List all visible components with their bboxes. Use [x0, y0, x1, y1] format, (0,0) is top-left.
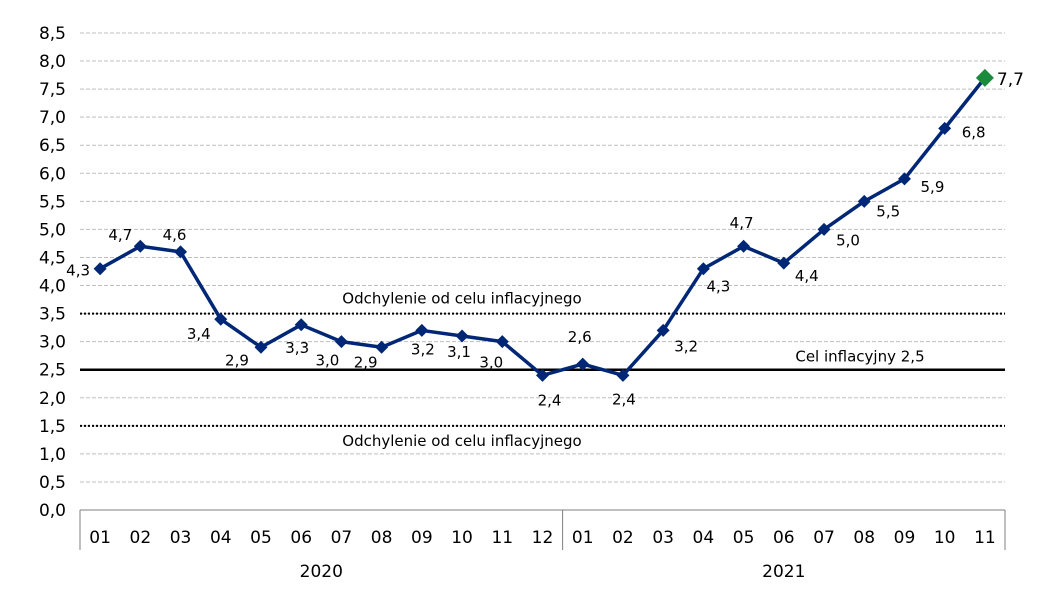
data-point	[656, 323, 670, 337]
data-label: 2,9	[354, 353, 378, 371]
y-tick-label: 3,0	[39, 333, 66, 353]
data-point	[938, 121, 952, 135]
y-tick-label: 7,0	[39, 108, 66, 128]
data-label: 4,7	[730, 214, 754, 232]
x-tick-label: 05	[250, 528, 272, 548]
x-tick-label: 12	[532, 528, 554, 548]
latest-data-point	[975, 68, 994, 87]
y-tick-label: 1,0	[39, 445, 66, 465]
series-line-path	[99, 76, 987, 378]
reference-line-label: Odchylenie od celu inflacyjnego	[342, 290, 581, 308]
data-point	[777, 256, 791, 270]
data-point	[93, 262, 107, 276]
y-tick-label: 6,5	[39, 136, 66, 156]
x-tick-label: 07	[813, 528, 835, 548]
x-tick-label: 06	[773, 528, 795, 548]
data-point	[214, 312, 228, 326]
reference-line-label: Odchylenie od celu inflacyjnego	[342, 432, 581, 450]
data-point	[455, 329, 469, 343]
data-label: 3,0	[479, 354, 503, 372]
y-tick-label: 2,0	[39, 389, 66, 409]
data-point	[415, 323, 429, 337]
x-tick-label: 03	[170, 528, 192, 548]
y-tick-label: 7,5	[39, 80, 66, 100]
data-label: 4,3	[706, 278, 730, 296]
x-tick-label: 11	[974, 528, 996, 548]
data-label: 4,4	[795, 267, 819, 285]
x-tick-label: 07	[331, 528, 353, 548]
x-tick-label: 11	[491, 528, 513, 548]
data-labels: 4,3 4,7 4,6 3,4 2,9 3,3 3,0 2,9 3,2 3,1 3,0 2,4 2,6 2…	[66, 70, 1024, 409]
y-tick-label: 0,0	[39, 501, 66, 521]
y-tick-label: 5,0	[39, 220, 66, 240]
y-tick-label: 4,5	[39, 248, 66, 268]
y-tick-label: 8,0	[39, 52, 66, 72]
data-label: 3,4	[187, 325, 211, 343]
data-point	[254, 340, 268, 354]
x-group-label: 2021	[762, 562, 805, 582]
data-label: 4,3	[66, 262, 90, 280]
data-label: 2,6	[568, 328, 592, 346]
x-tick-label: 01	[89, 528, 111, 548]
data-point	[576, 357, 590, 371]
y-tick-label: 0,5	[39, 473, 66, 493]
data-point	[696, 262, 710, 276]
y-tick-label: 4,0	[39, 277, 66, 297]
data-label: 2,4	[538, 391, 562, 409]
y-tick-label: 6,0	[39, 164, 66, 184]
data-label: 5,9	[921, 178, 945, 196]
axes: 0,0 0,5 1,0 1,5 2,0 2,5 3,0 3,5 4,0 4,5 5,0 5,5 6,0 6…	[39, 24, 1006, 582]
data-label: 2,4	[612, 390, 636, 408]
y-tick-label: 3,5	[39, 305, 66, 325]
data-label: 7,7	[997, 70, 1024, 90]
gridlines	[80, 32, 1005, 483]
reference-line-label: Cel inflacyjny 2,5	[795, 348, 924, 366]
x-tick-label: 10	[934, 528, 956, 548]
data-point	[375, 340, 389, 354]
x-tick-label: 10	[451, 528, 473, 548]
data-point	[334, 335, 348, 349]
data-label: 3,1	[447, 343, 471, 361]
data-label: 5,5	[876, 202, 900, 220]
x-tick-label: 09	[411, 528, 433, 548]
x-tick-label: 02	[612, 528, 634, 548]
y-tick-label: 2,5	[39, 361, 66, 381]
y-tick-label: 1,5	[39, 417, 66, 437]
x-tick-label: 02	[130, 528, 152, 548]
data-point	[616, 368, 630, 382]
data-point	[294, 318, 308, 332]
series-line	[93, 68, 994, 382]
y-tick-label: 5,5	[39, 192, 66, 212]
x-tick-label: 05	[733, 528, 755, 548]
data-point	[857, 194, 871, 208]
data-label: 3,2	[411, 340, 435, 358]
data-point	[817, 222, 831, 236]
data-label: 4,7	[108, 226, 132, 244]
data-label: 2,9	[225, 351, 249, 369]
y-tick-label: 8,5	[39, 24, 66, 44]
x-tick-label: 09	[894, 528, 916, 548]
x-tick-label: 03	[652, 528, 674, 548]
x-tick-label: 08	[371, 528, 393, 548]
x-tick-label: 01	[572, 528, 594, 548]
data-label: 4,6	[163, 226, 187, 244]
x-tick-label: 08	[853, 528, 875, 548]
data-label: 5,0	[836, 231, 860, 249]
data-point	[133, 239, 147, 253]
data-label: 3,2	[674, 337, 698, 355]
data-point	[495, 335, 509, 349]
data-label: 3,0	[315, 352, 339, 370]
data-point	[897, 172, 911, 186]
x-tick-label: 04	[693, 528, 715, 548]
data-label: 6,8	[962, 123, 986, 141]
x-tick-label: 04	[210, 528, 232, 548]
data-point	[174, 245, 188, 259]
x-group-label: 2020	[300, 562, 343, 582]
x-tick-label: 06	[290, 528, 312, 548]
data-label: 3,3	[285, 339, 309, 357]
data-point	[536, 368, 549, 382]
data-point	[737, 239, 751, 253]
